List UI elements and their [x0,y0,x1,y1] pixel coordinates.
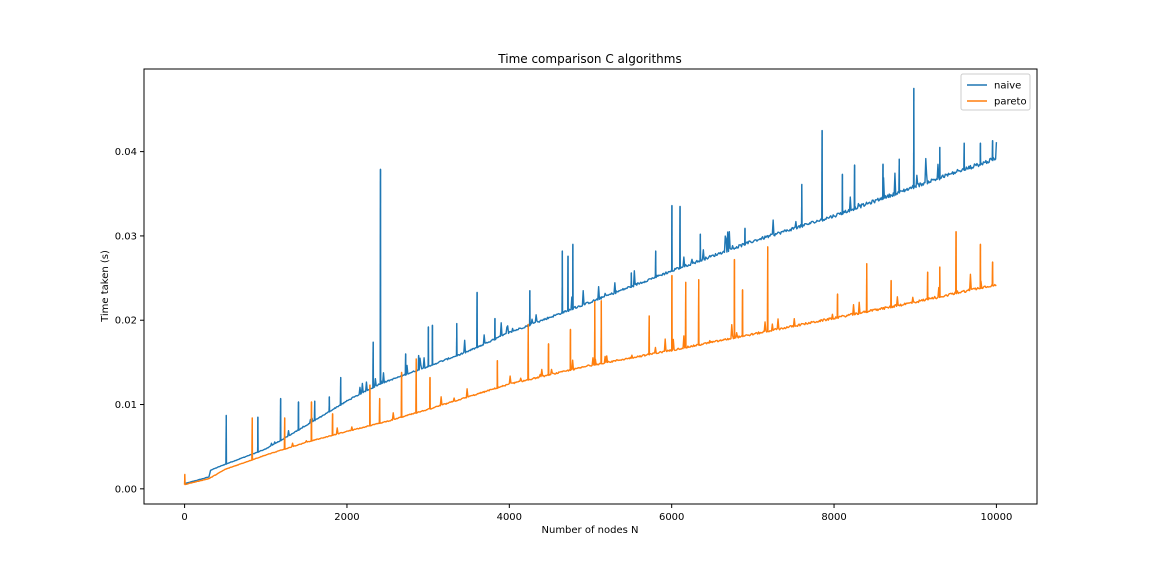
legend: naive pareto [960,73,1031,111]
y-axis-label: Time taken (s) [100,250,111,323]
series-naive [184,87,998,485]
x-axis-label: Number of nodes N [542,525,639,536]
y-tick-label: 0.02 [115,316,137,327]
y-tick-label: 0.04 [115,147,137,158]
x-tick-label: 8000 [821,512,846,523]
plot-frame [143,68,1038,505]
x-tick-label: 2000 [334,512,359,523]
y-tick-label: 0.01 [115,400,137,411]
y-tick-label: 0.03 [115,231,137,242]
y-tick-label: 0.00 [115,484,137,495]
chart-title: Time comparison C algorithms [497,52,681,66]
series-pareto [183,231,997,486]
plot-area [183,87,998,486]
x-tick-label: 6000 [659,512,684,523]
x-tick-label: 4000 [497,512,522,523]
x-tick-label: 10000 [981,512,1013,523]
legend-label-naive: naive [994,81,1021,92]
x-tick-label: 0 [181,512,187,523]
series-line-naive [184,87,998,485]
legend-label-pareto: pareto [994,97,1027,108]
y-axis: 0.00 0.01 0.02 0.03 0.04 [115,147,144,495]
x-axis: 0 2000 4000 6000 8000 10000 [181,504,1012,523]
series-line-pareto [183,231,997,486]
